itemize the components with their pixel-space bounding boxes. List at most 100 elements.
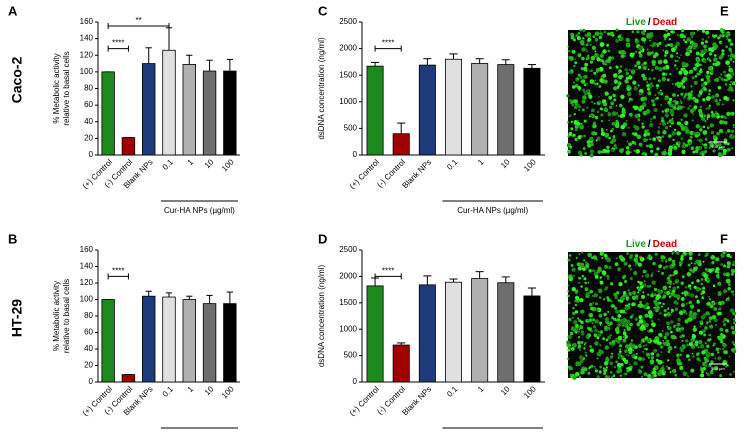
cell xyxy=(592,35,596,39)
cell xyxy=(599,42,605,47)
cell xyxy=(691,76,695,80)
cell xyxy=(646,338,651,343)
cell xyxy=(611,127,614,131)
cell xyxy=(630,69,636,75)
cell xyxy=(664,72,668,76)
cell xyxy=(651,280,656,285)
cell xyxy=(695,124,700,129)
cell xyxy=(683,113,688,118)
bar xyxy=(162,296,176,383)
cell xyxy=(580,79,586,84)
cell xyxy=(623,372,627,376)
cell xyxy=(685,129,690,134)
cell xyxy=(618,50,623,55)
cell xyxy=(645,273,650,278)
cell xyxy=(615,257,618,260)
cell-texture xyxy=(566,27,736,158)
cell xyxy=(649,285,652,288)
cell xyxy=(662,285,668,291)
cell xyxy=(600,150,604,154)
cell xyxy=(645,348,648,351)
cell xyxy=(665,126,668,130)
cell xyxy=(638,319,644,324)
cell xyxy=(582,88,586,92)
cell xyxy=(657,361,661,365)
cell xyxy=(710,352,714,357)
cell xyxy=(658,341,662,345)
cell xyxy=(729,53,735,58)
cell xyxy=(680,297,685,301)
cell xyxy=(717,152,722,157)
cell xyxy=(633,105,639,111)
cell xyxy=(606,145,610,149)
image-title: Live / Dead xyxy=(626,239,677,250)
cell xyxy=(676,59,680,63)
cell xyxy=(687,375,690,378)
cell xyxy=(609,321,613,325)
cell xyxy=(695,295,698,299)
cell xyxy=(723,70,726,74)
cell xyxy=(677,145,681,148)
cell xyxy=(714,113,718,117)
cell xyxy=(690,339,694,343)
cell xyxy=(600,32,604,36)
cell xyxy=(575,323,579,328)
cell xyxy=(652,370,657,375)
cell xyxy=(569,331,574,336)
cell xyxy=(614,366,617,369)
cell xyxy=(612,344,614,347)
cell xyxy=(716,302,718,304)
cell xyxy=(585,69,588,72)
cell xyxy=(578,109,581,112)
bar xyxy=(121,374,136,383)
dead-cell xyxy=(630,151,633,154)
cell xyxy=(713,307,718,311)
cell xyxy=(660,103,663,106)
cell xyxy=(720,73,723,76)
cell xyxy=(723,350,728,355)
cell xyxy=(644,323,649,327)
cell xyxy=(606,327,610,330)
cell xyxy=(727,33,731,37)
cell xyxy=(719,327,724,332)
cell xyxy=(666,278,669,281)
cell xyxy=(711,46,714,50)
cell xyxy=(706,301,711,306)
cell xyxy=(651,68,654,72)
cell xyxy=(725,131,728,134)
cell xyxy=(717,351,720,354)
cell xyxy=(674,45,678,49)
cell xyxy=(628,100,630,103)
cell xyxy=(591,101,594,104)
cell xyxy=(666,78,670,82)
y-tick-label: 60 xyxy=(84,328,93,337)
cell xyxy=(671,259,676,264)
cell xyxy=(651,99,655,103)
cell xyxy=(727,129,731,133)
cell xyxy=(650,118,653,121)
cell xyxy=(719,34,723,38)
cell xyxy=(671,308,674,311)
cell xyxy=(703,114,706,117)
cell xyxy=(727,147,731,152)
cell xyxy=(695,62,700,68)
cell xyxy=(572,342,577,348)
cell xyxy=(726,35,728,38)
cell xyxy=(673,270,678,275)
cell xyxy=(646,284,650,288)
cell xyxy=(723,264,726,268)
cell xyxy=(732,60,735,63)
cell xyxy=(579,349,581,351)
cell xyxy=(665,28,669,32)
cell xyxy=(697,309,701,313)
cell xyxy=(638,343,642,347)
cell xyxy=(618,336,623,341)
cell xyxy=(717,303,720,306)
cell xyxy=(732,126,735,129)
cell xyxy=(666,312,671,317)
cell xyxy=(714,98,718,102)
y-tick-label: 40 xyxy=(84,344,93,353)
cell xyxy=(669,103,674,108)
cell xyxy=(682,345,686,350)
cell xyxy=(607,310,610,313)
